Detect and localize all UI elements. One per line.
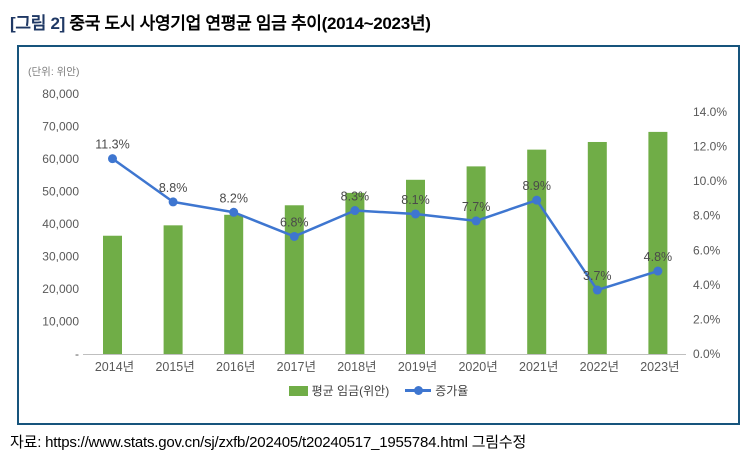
growth-line: [111, 157, 659, 292]
svg-text:2020년: 2020년: [458, 360, 497, 374]
svg-text:20,000: 20,000: [42, 282, 79, 296]
svg-text:11.3%: 11.3%: [95, 138, 130, 152]
svg-text:8.8%: 8.8%: [159, 181, 188, 195]
svg-text:80,000: 80,000: [42, 87, 79, 101]
svg-text:2015년: 2015년: [155, 360, 194, 374]
chart-legend: 평균 임금(위안) 증가율: [19, 382, 738, 399]
svg-text:2023년: 2023년: [640, 360, 679, 374]
figure-title-text: 중국 도시 사영기업 연평균 임금 추이(2014~2023년): [64, 14, 431, 33]
svg-text:2022년: 2022년: [580, 360, 619, 374]
svg-text:4.8%: 4.8%: [644, 250, 673, 264]
svg-text:12.0%: 12.0%: [693, 140, 727, 154]
growth-markers: [108, 154, 663, 295]
right-axis-ticks: 14.0% 12.0% 10.0% 8.0% 6.0% 4.0% 2.0% 0.0%: [693, 105, 727, 361]
svg-text:2019년: 2019년: [398, 360, 437, 374]
svg-text:8.2%: 8.2%: [219, 191, 248, 205]
svg-text:7.7%: 7.7%: [462, 200, 491, 214]
svg-text:2016년: 2016년: [216, 360, 255, 374]
svg-text:60,000: 60,000: [42, 152, 79, 166]
chart-svg: 80,000 70,000 60,000 50,000 40,000 30,000 20,0…: [42, 87, 727, 374]
svg-text:6.0%: 6.0%: [693, 243, 721, 257]
figure-title-prefix: [그림 2]: [10, 14, 65, 33]
legend-wage-label: 평균 임금(위안): [311, 384, 390, 398]
svg-text:2017년: 2017년: [277, 360, 316, 374]
svg-text:8.1%: 8.1%: [401, 193, 430, 207]
svg-text:8.0%: 8.0%: [693, 209, 721, 223]
svg-text:3.7%: 3.7%: [583, 269, 612, 283]
svg-text:2018년: 2018년: [337, 360, 376, 374]
legend-item-wage: 평균 임금(위안): [288, 382, 390, 399]
chart-panel: (단위: 위안) 80,000 70,000 60,000 50,000 40,000 3…: [17, 45, 740, 425]
legend-line-marker-icon: [405, 386, 432, 395]
svg-text:14.0%: 14.0%: [693, 105, 727, 119]
svg-text:0.0%: 0.0%: [693, 347, 721, 361]
legend-item-growth: 증가율: [405, 382, 468, 399]
svg-text:2021년: 2021년: [519, 360, 558, 374]
growth-data-labels: 11.3% 8.8% 8.2% 6.8% 8.3% 8.1% 7.7% 8.9% 3.7% 4.8…: [95, 138, 672, 283]
unit-label: (단위: 위안): [28, 66, 80, 78]
svg-text:40,000: 40,000: [42, 217, 79, 231]
svg-text:2014년: 2014년: [95, 360, 134, 374]
svg-text:30,000: 30,000: [42, 250, 79, 264]
legend-bar-swatch-icon: [288, 385, 308, 396]
svg-text:8.9%: 8.9%: [522, 179, 551, 193]
svg-text:4.0%: 4.0%: [693, 278, 721, 292]
x-axis-labels: 2014년 2015년 2016년 2017년 2018년 2019년 2020년 2021년…: [95, 360, 680, 374]
bars-group: [103, 131, 668, 354]
svg-text:70,000: 70,000: [42, 120, 79, 134]
svg-text:50,000: 50,000: [42, 185, 79, 199]
figure-title: [그림 2] 중국 도시 사영기업 연평균 임금 추이(2014~2023년): [10, 9, 431, 34]
svg-text:10,000: 10,000: [42, 315, 79, 329]
svg-text:2.0%: 2.0%: [693, 312, 721, 326]
left-axis-ticks: 80,000 70,000 60,000 50,000 40,000 30,000 20,0…: [42, 87, 79, 361]
svg-text:6.8%: 6.8%: [280, 215, 309, 229]
svg-text:-: -: [75, 347, 79, 361]
legend-growth-label: 증가율: [435, 384, 469, 398]
source-line: 자료: https://www.stats.gov.cn/sj/zxfb/202…: [10, 434, 527, 451]
svg-text:8.3%: 8.3%: [341, 190, 370, 204]
svg-text:10.0%: 10.0%: [693, 174, 727, 188]
